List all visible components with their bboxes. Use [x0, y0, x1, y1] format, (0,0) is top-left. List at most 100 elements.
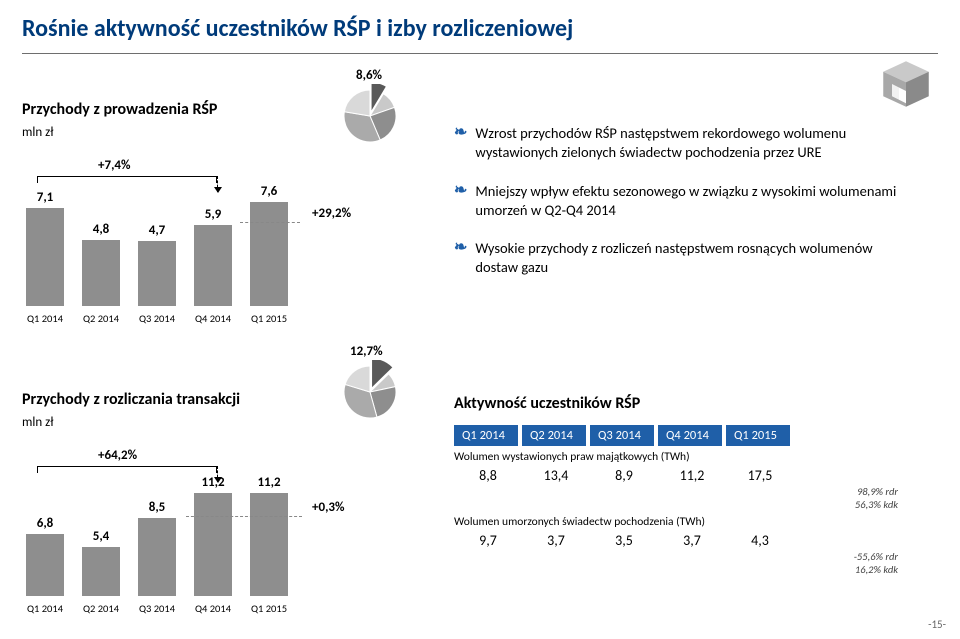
activity-cell: 3,7	[658, 531, 726, 550]
x-axis-label: Q1 2014	[22, 602, 68, 615]
bar-value-label: 8,5	[149, 500, 166, 515]
chart2-arrow	[217, 466, 218, 482]
activity-cell: 4,3	[726, 531, 794, 550]
x-axis-label: Q1 2015	[246, 312, 292, 325]
x-axis-label: Q4 2014	[190, 312, 236, 325]
bar-rect	[26, 534, 64, 596]
activity-cell: 8,8	[454, 466, 522, 485]
bar-column: 5,4	[78, 529, 124, 597]
x-axis-label: Q4 2014	[190, 602, 236, 615]
bar-value-label: 11,2	[257, 475, 280, 490]
bullet-marker-icon: ❧	[454, 182, 467, 220]
activity-row-title: Wolumen wystawionych praw majątkowych (T…	[454, 450, 938, 464]
x-axis-label: Q1 2014	[22, 312, 68, 325]
bar-rect	[26, 208, 64, 306]
page-title: Rośnie aktywność uczestników RŚP i izby …	[0, 0, 960, 53]
x-axis-label: Q3 2014	[134, 602, 180, 615]
chart2-title: Przychody z rozliczania transakcji	[22, 390, 352, 409]
chart1-bracket	[37, 176, 217, 177]
activity-cell: 3,5	[590, 531, 658, 550]
chart2-dashline	[186, 516, 302, 517]
pie1: 8,6%	[338, 84, 402, 153]
bar-column: 4,7	[134, 223, 180, 306]
chart1-bars: 7,1 4,8 4,7 5,9 7,6 Q1 2014 Q2 2014 Q3 2014 Q4 …	[22, 176, 352, 325]
activity-cell: 17,5	[726, 466, 794, 485]
activity-head-row: Q1 2014Q2 2014Q3 2014Q4 2014Q1 2015	[454, 425, 938, 446]
bar-value-label: 5,4	[93, 529, 110, 544]
pie-slice	[344, 90, 370, 116]
bullet-item: ❧Wzrost przychodów RŚP następstwem rekor…	[454, 124, 898, 162]
bar-value-label: 6,8	[37, 516, 54, 531]
bar-column: 11,2	[190, 475, 236, 596]
bar-rect	[138, 518, 176, 596]
activity-head-cell: Q1 2014	[454, 425, 518, 446]
bar-column: 5,9	[190, 207, 236, 306]
activity-note: 98,9% rdr	[454, 485, 938, 498]
bullet-marker-icon: ❧	[454, 124, 467, 162]
bullet-text: Wysokie przychody z rozliczeń następstwe…	[475, 239, 898, 277]
activity-cell: 8,9	[590, 466, 658, 485]
bar-value-label: 4,7	[149, 223, 166, 238]
bar-column: 8,5	[134, 500, 180, 596]
chart1-title: Przychody z prowadzenia RŚP	[22, 100, 352, 119]
bar-value-label: 5,9	[205, 207, 222, 222]
chart1-arrow	[217, 176, 218, 192]
activity-table: Aktywność uczestników RŚP Q1 2014Q2 2014…	[454, 394, 938, 576]
x-axis-label: Q1 2015	[246, 602, 292, 615]
chart2-bracket	[37, 466, 217, 467]
bar-rect	[250, 493, 288, 596]
brand-logo	[878, 56, 934, 112]
activity-note: -55,6% rdr	[454, 550, 938, 563]
activity-head-cell: Q4 2014	[658, 425, 722, 446]
pie2: 12,7%	[338, 360, 402, 429]
page-number: -15-	[928, 618, 946, 631]
activity-data-row: 8,813,48,911,217,5	[454, 466, 938, 485]
bar-rect	[82, 240, 120, 306]
x-axis-label: Q2 2014	[78, 312, 124, 325]
x-axis-label: Q2 2014	[78, 602, 124, 615]
bar-column: 4,8	[78, 222, 124, 306]
chart2-bars: 6,8 5,4 8,5 11,2 11,2 Q1 2014 Q2 2014 Q3 2014 Q…	[22, 466, 352, 615]
bar-rect	[250, 202, 288, 307]
bar-column: 7,1	[22, 190, 68, 306]
bullet-text: Mniejszy wpływ efektu sezonowego w związ…	[475, 182, 898, 220]
activity-cell: 9,7	[454, 531, 522, 550]
bar-rect	[82, 547, 120, 597]
bar-rect	[194, 493, 232, 596]
activity-note: 56,3% kdk	[454, 498, 938, 511]
activity-head-cell: Q1 2015	[726, 425, 790, 446]
chart-settlement-revenue: Przychody z rozliczania transakcji mln z…	[22, 390, 352, 615]
x-axis-label: Q3 2014	[134, 312, 180, 325]
activity-data-row: 9,73,73,53,74,3	[454, 531, 938, 550]
activity-note: 16,2% kdk	[454, 563, 938, 576]
activity-title: Aktywność uczestników RŚP	[454, 394, 938, 413]
chart2-pct-big: +0,3%	[312, 500, 344, 515]
chart2-pct-small: +64,2%	[98, 448, 137, 463]
bar-value-label: 4,8	[93, 222, 110, 237]
bar-column: 6,8	[22, 516, 68, 596]
chart1-pct-big: +29,2%	[312, 206, 351, 221]
chart1-unit: mln zł	[22, 125, 352, 140]
bullet-item: ❧Mniejszy wpływ efektu sezonowego w zwią…	[454, 182, 898, 220]
bar-column: 11,2	[246, 475, 292, 596]
activity-head-cell: Q2 2014	[522, 425, 586, 446]
pie2-svg	[338, 360, 402, 424]
bar-column: 7,6	[246, 184, 292, 307]
bar-value-label: 7,1	[37, 190, 54, 205]
chart1-dashline	[240, 222, 300, 223]
bar-value-label: 7,6	[261, 184, 278, 199]
activity-row-title: Wolumen umorzonych świadectw pochodzenia…	[454, 515, 938, 529]
pie1-label: 8,6%	[356, 68, 382, 83]
bullet-marker-icon: ❧	[454, 239, 467, 277]
pie1-svg	[338, 84, 402, 148]
activity-cell: 13,4	[522, 466, 590, 485]
chart2-unit: mln zł	[22, 415, 352, 430]
pie2-label: 12,7%	[350, 344, 383, 359]
chart1-pct-small: +7,4%	[98, 158, 130, 173]
chart-rsp-revenue: Przychody z prowadzenia RŚP mln zł 7,1 4,…	[22, 100, 352, 325]
activity-cell: 3,7	[522, 531, 590, 550]
activity-cell: 11,2	[658, 466, 726, 485]
title-divider	[22, 53, 938, 54]
bar-rect	[138, 241, 176, 306]
activity-head-cell: Q3 2014	[590, 425, 654, 446]
